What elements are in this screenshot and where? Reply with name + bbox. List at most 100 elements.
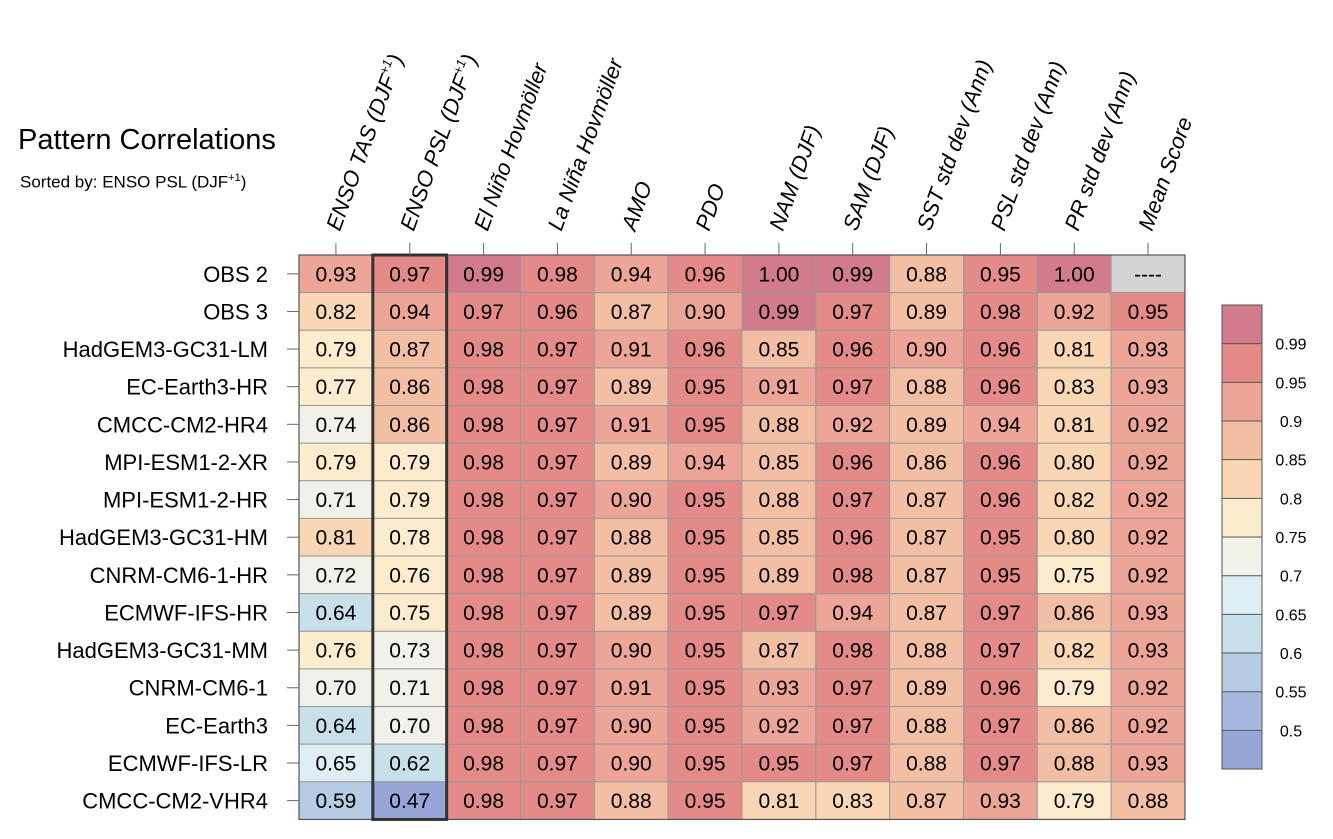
cell-value-label: 0.86 <box>906 451 947 474</box>
cell-value-label: 0.96 <box>832 451 873 474</box>
cell-value-label: 0.98 <box>463 753 504 776</box>
cell-value-label: 0.99 <box>463 263 504 286</box>
heatmap-cell <box>1036 668 1112 708</box>
colorbar-segment <box>1222 305 1262 344</box>
cell-value-label: 0.71 <box>389 677 430 700</box>
row-label: MPI-ESM1-2-HR <box>103 488 268 513</box>
cell-value-label: 0.90 <box>611 640 652 663</box>
cell-value-label: 0.98 <box>463 640 504 663</box>
heatmap-cell <box>593 480 669 519</box>
colorbar-tick-label: 0.85 <box>1275 453 1306 470</box>
row-label: EC-Earth3-HR <box>126 375 268 400</box>
heatmap-cell <box>667 329 743 369</box>
column-label: La Niña Hovmöller <box>543 54 629 234</box>
cell-value-label: 0.91 <box>611 677 652 700</box>
cell-value-label: 0.92 <box>1128 414 1169 437</box>
cell-value-label: 0.92 <box>1128 451 1169 474</box>
cell-value-label: 0.97 <box>980 640 1021 663</box>
colorbar-segment <box>1222 382 1262 422</box>
cell-value-label: 0.94 <box>685 451 726 474</box>
cell-value-label: 0.64 <box>315 715 356 738</box>
cell-value-label: 0.89 <box>906 414 947 437</box>
colorbar-tick-label: 0.7 <box>1280 569 1302 586</box>
cell-value-label: 0.99 <box>832 263 873 286</box>
heatmap-cell <box>446 292 521 331</box>
cell-value-label: 0.93 <box>1128 339 1169 362</box>
cell-value-label: 0.89 <box>611 376 652 399</box>
cell-value-label: 0.80 <box>1054 451 1095 474</box>
chart-title: Pattern Correlations <box>18 124 276 156</box>
heatmap-cell <box>962 781 1038 820</box>
heatmap-cell <box>519 480 595 519</box>
row-label: CNRM-CM6-1-HR <box>90 563 268 588</box>
row-label: ECMWF-IFS-LR <box>108 751 268 776</box>
column-label-text: El Niño Hovmöller <box>469 58 553 234</box>
heatmap-cell <box>1110 781 1186 820</box>
colorbar-segment <box>1222 614 1262 654</box>
column-label: AMO <box>616 178 657 236</box>
heatmap-cell <box>593 517 669 557</box>
heatmap-cell <box>1110 254 1186 294</box>
cell-value-label: 0.96 <box>685 263 726 286</box>
cell-value-label: 0.86 <box>389 376 430 399</box>
heatmap-cell <box>519 593 595 632</box>
cell-value-label: 0.96 <box>685 339 726 362</box>
cell-value-label: 0.97 <box>980 753 1021 776</box>
cell-value-label: 0.89 <box>758 564 799 587</box>
cell-value-label: 0.94 <box>389 301 430 324</box>
heatmap-cell <box>593 254 669 294</box>
heatmap-cell <box>815 367 891 407</box>
column-label-text: SST std dev (Ann) <box>912 56 997 233</box>
cell-value-label: 0.97 <box>463 301 504 324</box>
cell-value-label: 0.65 <box>315 753 356 776</box>
cell-value-label: 0.95 <box>1128 301 1169 324</box>
heatmap-cell <box>667 442 743 482</box>
heatmap-cell <box>667 367 743 407</box>
cell-value-label: 0.87 <box>389 339 430 362</box>
row-label: HadGEM3-GC31-MM <box>57 638 268 663</box>
cell-value-label: 0.98 <box>832 564 873 587</box>
heatmap-cell <box>667 630 743 670</box>
cell-value-label: 0.96 <box>980 677 1021 700</box>
heatmap-cell <box>667 517 743 557</box>
heatmap-cell <box>1110 480 1186 519</box>
column-label: Mean Score <box>1133 114 1197 234</box>
cell-value-label: 0.75 <box>389 602 430 625</box>
colorbar-tick-label: 0.55 <box>1275 685 1306 702</box>
cell-value-label: 0.86 <box>1054 715 1095 738</box>
column-label-text: ENSO TAS (DJF <box>321 70 401 234</box>
cell-value-label: 0.73 <box>389 640 430 663</box>
cell-value-label: 0.89 <box>611 451 652 474</box>
heatmap-cell <box>1036 517 1112 557</box>
colorbar-tick-label: 0.95 <box>1275 375 1306 392</box>
cell-value-label: 0.85 <box>758 339 799 362</box>
heatmap-cell <box>667 555 743 595</box>
cell-value-label: 0.80 <box>1054 527 1095 550</box>
cell-value-label: 0.92 <box>1128 489 1169 512</box>
heatmap-cell <box>519 630 595 670</box>
cell-value-label: 0.97 <box>832 753 873 776</box>
cell-value-label: 0.97 <box>537 715 578 738</box>
heatmap-cell <box>741 743 817 783</box>
cell-value-label: 0.71 <box>315 489 356 512</box>
heatmap-cell <box>298 329 374 369</box>
colorbar-segment <box>1222 343 1262 383</box>
heatmap-cell <box>1036 555 1112 595</box>
heatmap-cell <box>1036 367 1112 407</box>
heatmap-cell <box>372 630 448 670</box>
cell-value-label: 0.83 <box>1054 376 1095 399</box>
heatmap-cell <box>298 517 374 557</box>
cell-value-label: 0.98 <box>463 489 504 512</box>
cell-value-label: 0.96 <box>537 301 578 324</box>
cell-value-label: 0.95 <box>685 602 726 625</box>
heatmap-cell <box>889 706 964 745</box>
row-label: HadGEM3-GC31-HM <box>59 525 268 550</box>
heatmap-cell <box>1036 743 1112 783</box>
heatmap-cell <box>1110 405 1186 444</box>
heatmap-cell <box>593 292 669 331</box>
heatmap-cell <box>372 442 448 482</box>
chart-subtitle: Sorted by: ENSO PSL (DJF+1) <box>20 172 246 193</box>
heatmap-cell <box>667 292 743 331</box>
cell-value-label: 0.88 <box>906 640 947 663</box>
cell-value-label: 0.97 <box>537 677 578 700</box>
